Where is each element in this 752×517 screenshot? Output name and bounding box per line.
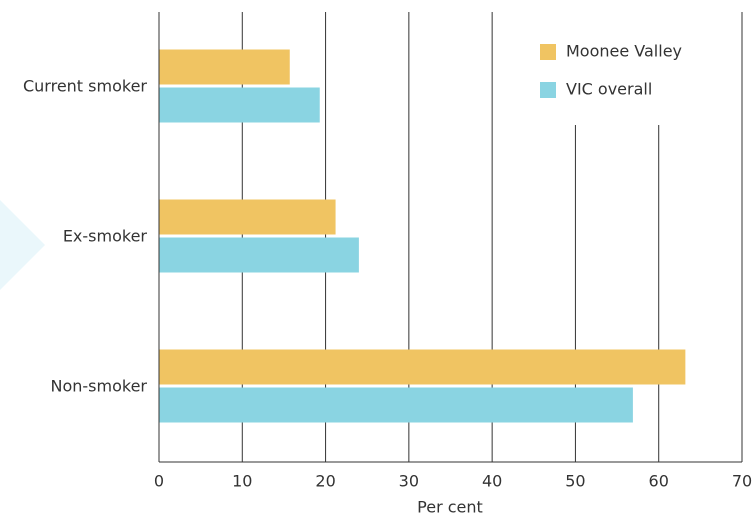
bar — [159, 49, 290, 85]
x-tick-label: 30 — [399, 472, 419, 491]
x-tick-label: 20 — [315, 472, 335, 491]
legend-label: Moonee Valley — [566, 42, 682, 61]
x-tick-label: 0 — [154, 472, 164, 491]
bar — [159, 237, 359, 273]
x-tick-label: 40 — [482, 472, 502, 491]
x-tick-label: 10 — [232, 472, 252, 491]
y-tick-label: Current smoker — [23, 77, 147, 96]
x-tick-label: 70 — [732, 472, 752, 491]
bar — [159, 387, 633, 423]
bar — [159, 199, 336, 235]
legend-swatch — [540, 44, 556, 60]
legend-label: VIC overall — [566, 80, 652, 99]
x-tick-label: 60 — [649, 472, 669, 491]
legend-box — [524, 12, 702, 125]
y-tick-label: Ex-smoker — [63, 227, 148, 246]
bar — [159, 87, 320, 123]
y-tick-label: Non-smoker — [51, 377, 148, 396]
legend-swatch — [540, 82, 556, 98]
decoration — [0, 200, 45, 290]
x-tick-label: 50 — [565, 472, 585, 491]
bar — [159, 349, 686, 385]
x-axis-label: Per cent — [417, 498, 483, 517]
